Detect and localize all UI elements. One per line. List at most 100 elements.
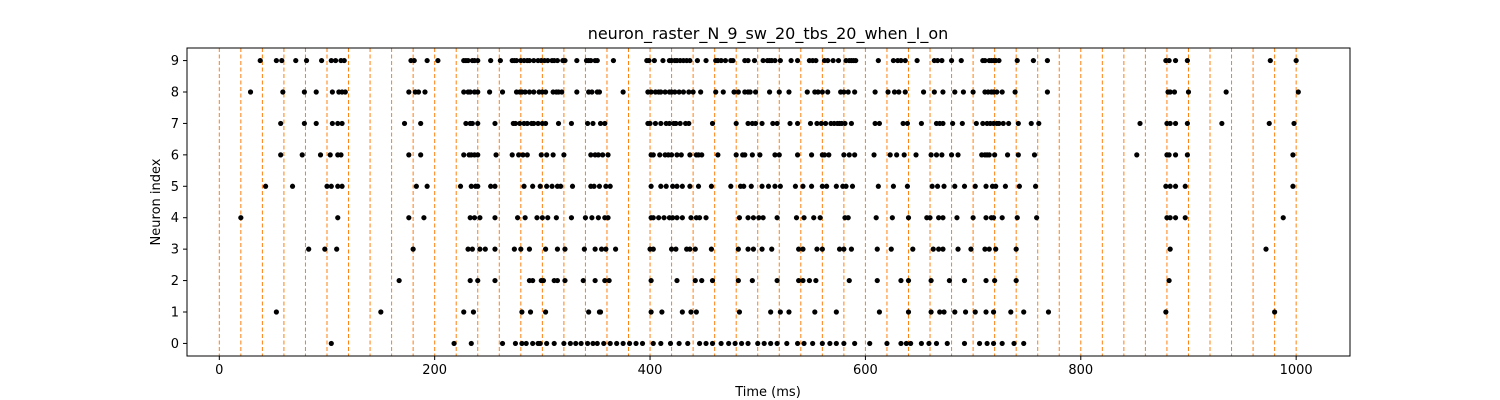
spike-point — [818, 120, 824, 127]
spike-point — [736, 215, 743, 221]
spike-point — [825, 89, 831, 95]
spike-point — [774, 215, 780, 221]
spike-point — [940, 246, 946, 252]
spike-point — [796, 246, 802, 252]
spike-point — [731, 89, 737, 95]
spike-point — [1034, 215, 1040, 221]
spike-point — [263, 183, 269, 189]
spike-point — [468, 340, 474, 347]
spike-point — [1013, 246, 1019, 252]
spike-point — [770, 120, 776, 127]
y-tick-label: 4 — [171, 211, 179, 226]
spike-point — [544, 183, 550, 189]
spike-point — [887, 152, 893, 158]
spike-point — [718, 57, 724, 64]
spike-point — [663, 183, 669, 189]
spike-point — [800, 277, 806, 284]
spike-point — [586, 309, 592, 315]
spike-point — [824, 183, 830, 189]
spike-point — [813, 57, 819, 64]
spike-point — [492, 215, 498, 221]
spike-point — [531, 57, 537, 64]
spike-point — [410, 246, 416, 252]
spike-point — [1167, 120, 1173, 127]
spike-point — [278, 152, 284, 158]
spike-point — [732, 340, 738, 347]
x-tick-label: 600 — [853, 363, 878, 378]
spike-point — [540, 277, 547, 284]
spike-point — [968, 246, 974, 252]
spike-point — [1045, 309, 1052, 315]
y-tick-label: 9 — [171, 54, 179, 69]
spike-point — [589, 89, 595, 95]
spike-point — [590, 120, 596, 127]
spike-point — [584, 340, 591, 347]
spike-point — [687, 246, 693, 252]
spike-point — [826, 152, 832, 158]
spike-point — [335, 120, 341, 127]
spike-point — [1172, 183, 1179, 189]
spike-point — [497, 57, 503, 64]
spike-point — [709, 277, 716, 284]
y-tick-label: 7 — [171, 117, 179, 132]
spike-point — [680, 89, 687, 95]
spike-point — [313, 89, 319, 95]
spike-point — [939, 57, 945, 64]
spike-point — [738, 340, 745, 347]
spike-point — [1166, 57, 1172, 64]
spike-point — [926, 340, 932, 347]
spike-point — [695, 183, 702, 189]
spike-point — [612, 246, 619, 252]
spike-point — [884, 340, 890, 347]
spike-point — [745, 246, 751, 252]
spike-point — [996, 120, 1002, 127]
spike-point — [672, 89, 678, 95]
spike-point — [872, 120, 878, 127]
spike-point — [499, 340, 506, 347]
spike-point — [735, 277, 741, 284]
spike-point — [751, 57, 758, 64]
spike-point — [658, 120, 664, 127]
spike-point — [841, 152, 847, 158]
spike-point — [703, 340, 709, 347]
spike-point — [752, 89, 759, 95]
spike-point — [559, 89, 565, 95]
spike-point — [875, 183, 881, 189]
spike-point — [657, 152, 663, 158]
spike-point — [522, 215, 528, 221]
spike-point — [686, 89, 692, 95]
spike-point — [418, 152, 424, 158]
spike-point — [760, 57, 766, 64]
stimulus-lines — [218, 48, 1297, 356]
spike-point — [774, 277, 780, 284]
spike-point — [800, 183, 806, 189]
spike-point — [561, 152, 567, 158]
spike-point — [418, 120, 424, 127]
spike-point — [670, 215, 676, 221]
spike-point — [306, 246, 312, 252]
y-axis-ticks: 0 1 2 3 4 5 6 7 8 9 — [171, 54, 187, 352]
spike-point — [513, 57, 520, 64]
spike-point — [993, 246, 999, 252]
spike-point — [806, 277, 813, 284]
spike-point — [526, 57, 533, 64]
spike-point — [658, 183, 664, 189]
spike-point — [1167, 246, 1173, 252]
spike-point — [591, 183, 597, 189]
spike-point — [1184, 152, 1190, 158]
spike-point — [830, 57, 836, 64]
spike-point — [594, 57, 600, 64]
spike-point — [606, 277, 612, 284]
spike-point — [492, 246, 498, 252]
spike-point — [992, 277, 998, 284]
spike-point — [413, 183, 419, 189]
spike-point — [605, 215, 611, 221]
spike-point — [841, 340, 847, 347]
spike-point — [603, 246, 609, 252]
spike-point — [833, 183, 839, 189]
spike-point — [905, 277, 912, 284]
spike-point — [588, 152, 594, 158]
spike-point — [1021, 309, 1027, 315]
spike-point — [558, 183, 564, 189]
spike-point — [808, 183, 815, 189]
